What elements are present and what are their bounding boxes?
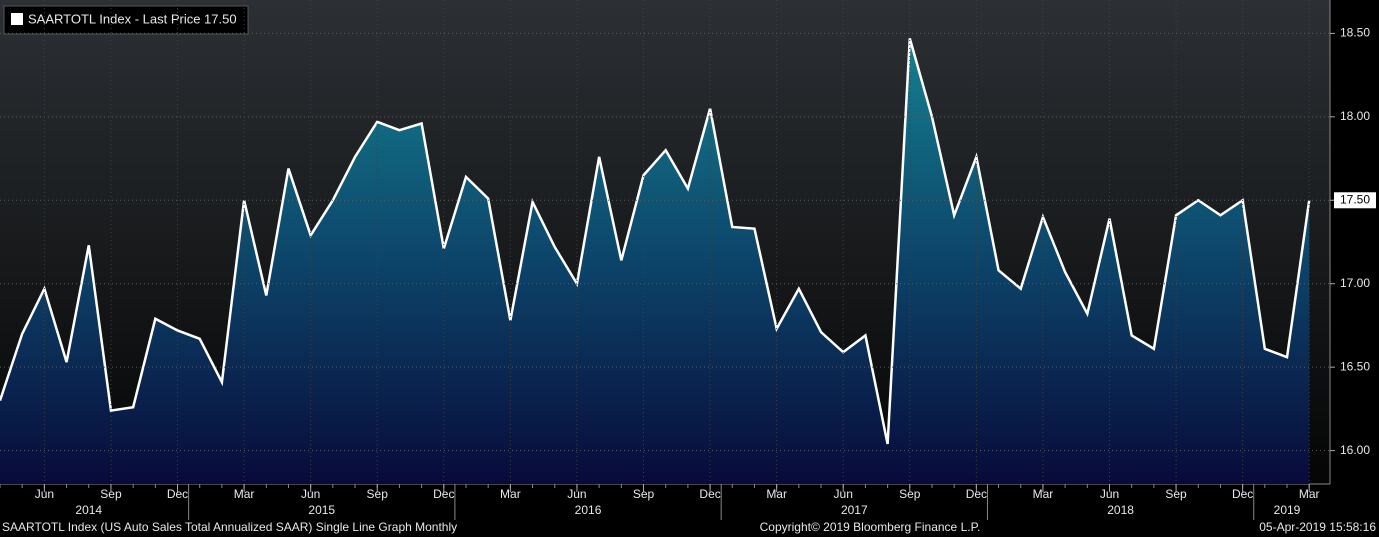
x-tick-label: Jun xyxy=(834,487,853,501)
x-tick-label: Mar xyxy=(500,487,521,501)
footer-center: Copyright© 2019 Bloomberg Finance L.P. xyxy=(760,520,981,534)
y-tick-label: 16.50 xyxy=(1340,359,1370,373)
x-tick-label: Jun xyxy=(567,487,586,501)
year-label: 2018 xyxy=(1107,503,1134,517)
x-tick-label: Mar xyxy=(234,487,255,501)
y-tick-label: 17.00 xyxy=(1340,276,1370,290)
x-tick-label: Mar xyxy=(766,487,787,501)
footer-left: SAARTOTL Index (US Auto Sales Total Annu… xyxy=(2,520,457,534)
legend: SAARTOTL Index - Last Price 17.50 xyxy=(3,5,249,35)
legend-label: SAARTOTL Index - Last Price 17.50 xyxy=(28,11,237,26)
x-tick-label: Dec xyxy=(966,487,987,501)
x-tick-label: Mar xyxy=(1033,487,1054,501)
y-tick-label: 16.00 xyxy=(1340,443,1370,457)
last-value-tag xyxy=(1334,192,1376,209)
year-label: 2016 xyxy=(575,503,602,517)
x-tick-label: Sep xyxy=(899,487,921,501)
x-tick-label: Jun xyxy=(35,487,54,501)
axis-background xyxy=(1330,0,1379,484)
x-tick-label: Jun xyxy=(1100,487,1119,501)
year-label: 2019 xyxy=(1274,503,1301,517)
series-group xyxy=(0,38,1311,445)
year-label: 2014 xyxy=(75,503,102,517)
x-tick-label: Jun xyxy=(301,487,320,501)
x-tick-label: Sep xyxy=(633,487,655,501)
x-tick-label: Dec xyxy=(433,487,454,501)
last-value-label: 17.50 xyxy=(1340,192,1370,206)
y-tick-label: 18.50 xyxy=(1340,26,1370,40)
x-tick-label: Mar xyxy=(1299,487,1320,501)
x-tick-label: Sep xyxy=(367,487,389,501)
legend-box xyxy=(3,5,249,35)
y-tick-label: 18.00 xyxy=(1340,109,1370,123)
x-tick-label: Dec xyxy=(1232,487,1253,501)
year-label: 2015 xyxy=(308,503,335,517)
legend-swatch xyxy=(11,13,23,25)
series-group xyxy=(0,38,1310,485)
x-tick-label: Dec xyxy=(167,487,188,501)
x-tick-label: Sep xyxy=(100,487,122,501)
line xyxy=(0,38,1311,445)
x-tick-label: Dec xyxy=(699,487,720,501)
year-label: 2017 xyxy=(841,503,868,517)
footer-right: 05-Apr-2019 15:58:16 xyxy=(1259,520,1376,534)
x-tick-label: Sep xyxy=(1165,487,1187,501)
area xyxy=(0,38,1310,485)
